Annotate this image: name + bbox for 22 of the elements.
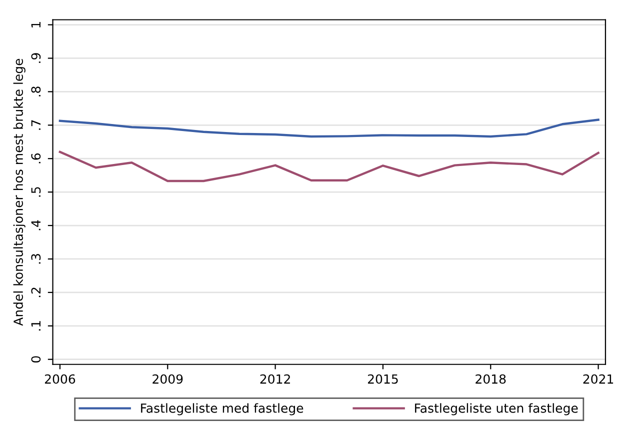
y-tick-label: .7 [31,120,40,130]
y-tick-label: .9 [31,53,41,63]
y-tick-label: .8 [31,86,41,96]
y-tick-label: .1 [31,321,40,331]
y-tick-label: 1 [31,22,40,28]
x-tick-label: 2015 [368,374,398,384]
x-tick-label: 2012 [260,374,290,384]
line-series [58,118,600,138]
y-tick-label: .4 [31,220,40,230]
legend-label: Fastlegeliste uten fastlege [415,403,578,416]
x-tick-label: 2018 [476,374,506,384]
y-tick-label: .5 [31,187,41,197]
legend-label: Fastlegeliste med fastlege [141,403,304,416]
y-axis-title: Andel konsultasjoner hos mest brukte lege [13,58,26,326]
line-series [58,150,600,182]
y-tick-label: .2 [31,288,40,298]
y-tick-label: .6 [31,153,41,164]
x-tick-label: 2009 [152,374,183,384]
x-tick-label: 2006 [44,374,76,384]
x-tick-label: 2021 [583,374,614,384]
y-tick-label: .3 [31,254,41,264]
y-tick-label: 0 [31,356,41,363]
